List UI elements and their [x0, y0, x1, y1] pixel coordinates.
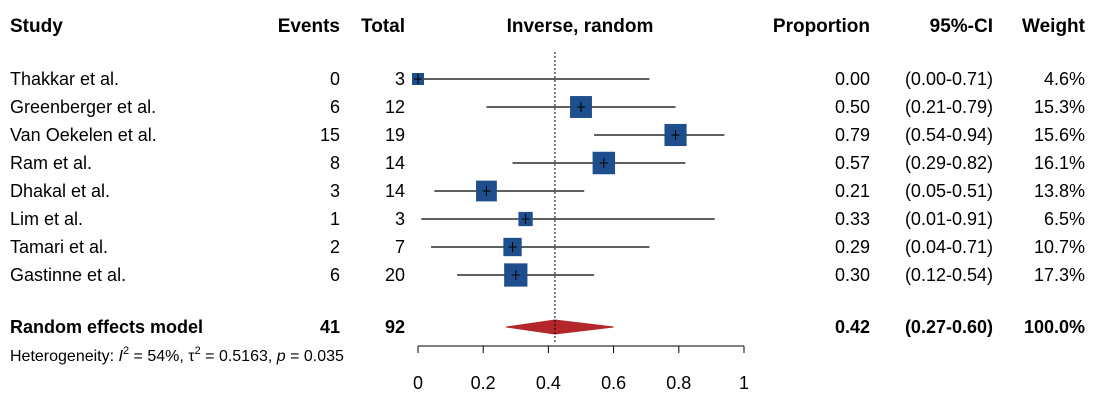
study-events: 1 [330, 209, 340, 229]
study-name: Van Oekelen et al. [10, 125, 157, 145]
study-proportion: 0.33 [835, 209, 870, 229]
study-weight: 17.3% [1034, 265, 1085, 285]
header-total: Total [361, 16, 405, 37]
summary-events: 41 [320, 317, 340, 337]
study-events: 2 [330, 237, 340, 257]
het-tau-sup: 2 [195, 345, 201, 357]
study-weight: 10.7% [1034, 237, 1085, 257]
study-ci: (0.01-0.91) [905, 209, 993, 229]
het-i2-symbol: I [119, 348, 124, 365]
study-proportion: 0.29 [835, 237, 870, 257]
study-ci: (0.29-0.82) [905, 153, 993, 173]
study-total: 20 [385, 265, 405, 285]
study-ci: (0.21-0.79) [905, 97, 993, 117]
x-tick-label: 0.2 [471, 373, 496, 393]
study-events: 8 [330, 153, 340, 173]
study-proportion: 0.79 [835, 125, 870, 145]
het-tau-value: = 0.5163, [201, 348, 277, 365]
study-weight: 15.3% [1034, 97, 1085, 117]
study-name: Greenberger et al. [10, 97, 156, 117]
study-events: 15 [320, 125, 340, 145]
header-proportion: Proportion [773, 16, 870, 37]
het-i2-value: = 54%, [129, 348, 188, 365]
header-weight: Weight [1022, 16, 1086, 37]
study-weight: 4.6% [1044, 69, 1085, 89]
study-rows: Thakkar et al. 0 3 0.00 (0.00-0.71) 4.6% Green… [10, 69, 1085, 337]
het-prefix: Heterogeneity: [10, 348, 119, 365]
header-study: Study [10, 16, 63, 37]
study-name: Tamari et al. [10, 237, 108, 257]
plot-marks: 0 0.2 0.4 0.6 0.8 1 [411, 52, 749, 393]
summary-diamond [505, 319, 614, 335]
summary-ci: (0.27-0.60) [905, 317, 993, 337]
het-p-value: = 0.035 [286, 348, 344, 365]
study-total: 12 [385, 97, 405, 117]
study-ci: (0.00-0.71) [905, 69, 993, 89]
het-i2-sup: 2 [123, 345, 129, 357]
study-weight: 15.6% [1034, 125, 1085, 145]
study-weight: 16.1% [1034, 153, 1085, 173]
study-proportion: 0.00 [835, 69, 870, 89]
header-events: Events [278, 16, 340, 37]
study-total: 14 [385, 153, 405, 173]
study-total: 14 [385, 181, 405, 201]
x-tick-label: 1 [739, 373, 749, 393]
study-proportion: 0.30 [835, 265, 870, 285]
study-name: Dhakal et al. [10, 181, 110, 201]
study-name: Ram et al. [10, 153, 92, 173]
study-total: 19 [385, 125, 405, 145]
x-tick-label: 0.8 [666, 373, 691, 393]
study-ci: (0.04-0.71) [905, 237, 993, 257]
study-proportion: 0.57 [835, 153, 870, 173]
study-proportion: 0.50 [835, 97, 870, 117]
het-tau-symbol: τ [188, 348, 195, 365]
study-ci: (0.54-0.94) [905, 125, 993, 145]
study-total: 3 [395, 209, 405, 229]
study-events: 3 [330, 181, 340, 201]
summary-proportion: 0.42 [835, 317, 870, 337]
header-ci: 95%-CI [930, 16, 993, 37]
study-weight: 6.5% [1044, 209, 1085, 229]
summary-weight: 100.0% [1024, 317, 1085, 337]
study-total: 7 [395, 237, 405, 257]
header-method: Inverse, random [507, 16, 654, 37]
study-name: Gastinne et al. [10, 265, 126, 285]
study-name: Thakkar et al. [10, 69, 119, 89]
x-tick-label: 0.6 [601, 373, 626, 393]
study-total: 3 [395, 69, 405, 89]
summary-name: Random effects model [10, 317, 203, 337]
study-events: 6 [330, 265, 340, 285]
study-events: 0 [330, 69, 340, 89]
study-proportion: 0.21 [835, 181, 870, 201]
het-p-symbol: p [276, 348, 286, 365]
study-ci: (0.12-0.54) [905, 265, 993, 285]
study-events: 6 [330, 97, 340, 117]
summary-total: 92 [385, 317, 405, 337]
x-tick-label: 0.4 [536, 373, 561, 393]
study-ci: (0.05-0.51) [905, 181, 993, 201]
heterogeneity-text: Heterogeneity: I2 = 54%, τ2 = 0.5163, p … [10, 345, 344, 365]
x-tick-label: 0 [413, 373, 423, 393]
study-weight: 13.8% [1034, 181, 1085, 201]
study-name: Lim et al. [10, 209, 83, 229]
